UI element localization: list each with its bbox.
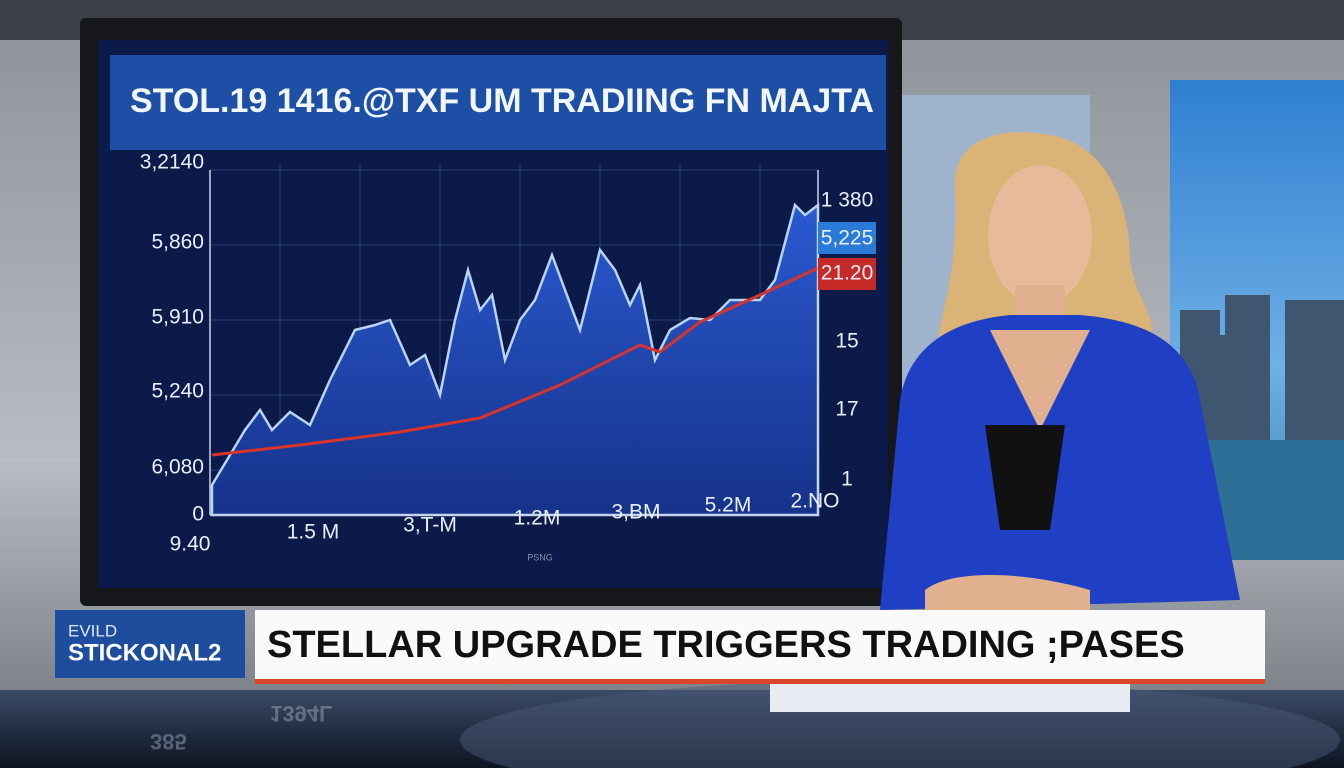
papers xyxy=(770,684,1130,712)
value-box xyxy=(818,258,876,290)
anchor xyxy=(880,132,1240,610)
screen-trend-line xyxy=(211,266,819,457)
logo-line: EVILD xyxy=(68,621,117,640)
reflection: 1394L 385 xyxy=(150,701,332,754)
headline: STELLAR UPGRADE TRIGGERS TRADING ;PASES xyxy=(267,624,1185,666)
screen-title-bar xyxy=(110,55,886,150)
x-label: 5.2M xyxy=(705,494,752,517)
logo-line: STICKONAL2 xyxy=(68,639,221,666)
x-label: 9.40 xyxy=(170,533,211,556)
x-label: 2.NO xyxy=(790,490,839,513)
value-box xyxy=(818,222,876,254)
right-label: 1 xyxy=(841,468,853,491)
y-label: 5,910 xyxy=(151,306,204,329)
headline-bar xyxy=(255,610,1265,683)
monitor-brand: PSNG xyxy=(527,552,553,562)
right-label: 21.20 xyxy=(821,262,874,285)
headline-rule xyxy=(255,679,1265,684)
x-label: 1.2M xyxy=(514,507,561,530)
y-label: 0 xyxy=(192,503,204,526)
y-label: 3,2140 xyxy=(140,151,204,174)
right-label: 15 xyxy=(835,330,858,353)
x-label: 3,T-M xyxy=(403,514,457,537)
y-label: 6,080 xyxy=(151,456,204,479)
logo-box xyxy=(55,610,245,678)
screen-title: STOL.19 1416.@TXF UM TRADIING FN MAJTA xyxy=(130,82,874,120)
x-label: 3,BM xyxy=(611,501,660,524)
reflection-text: 1394L xyxy=(270,701,332,726)
right-label: 5,225 xyxy=(821,227,874,250)
y-label: 5,240 xyxy=(151,380,204,403)
reflection-text: 385 xyxy=(150,729,187,754)
right-label: 1 380 xyxy=(821,189,874,212)
y-label: 5,860 xyxy=(151,231,204,254)
right-label: 17 xyxy=(835,398,858,421)
x-label: 1.5 M xyxy=(287,521,340,544)
